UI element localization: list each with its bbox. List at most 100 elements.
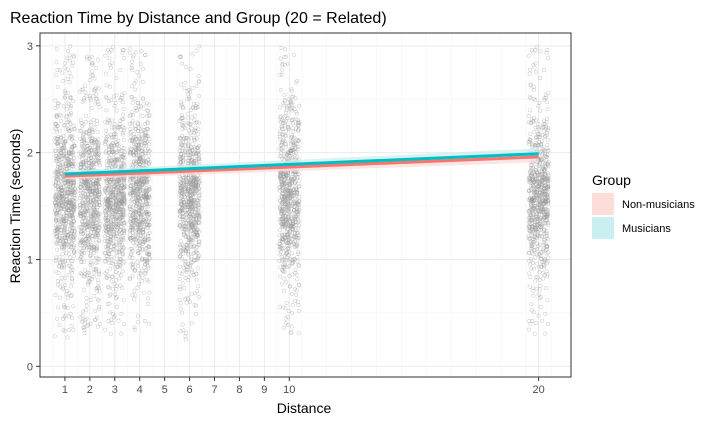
data-point	[84, 195, 89, 200]
data-point	[93, 230, 98, 235]
data-point	[104, 159, 109, 164]
data-point	[293, 208, 298, 213]
data-point	[59, 215, 64, 220]
data-point	[180, 202, 185, 207]
data-point	[69, 181, 74, 186]
data-point	[66, 150, 71, 155]
data-point	[69, 74, 74, 79]
data-point	[182, 227, 187, 232]
data-point	[108, 310, 113, 315]
data-point	[184, 181, 189, 186]
data-point	[78, 205, 83, 210]
data-point	[116, 223, 121, 228]
data-point	[106, 231, 111, 236]
data-point	[139, 152, 144, 157]
data-point	[104, 83, 109, 88]
data-point	[81, 194, 86, 199]
data-point	[194, 234, 199, 239]
data-point	[58, 193, 63, 198]
data-point	[87, 232, 92, 237]
data-point	[61, 245, 66, 250]
data-point	[109, 257, 114, 262]
data-point	[147, 142, 152, 147]
data-point	[118, 240, 123, 245]
data-point	[147, 245, 152, 250]
data-point	[283, 251, 288, 256]
data-point	[69, 234, 74, 239]
data-point	[114, 150, 119, 155]
data-point	[293, 267, 298, 272]
data-point	[115, 218, 120, 223]
data-point	[85, 239, 90, 244]
data-point	[69, 191, 74, 196]
data-point	[110, 286, 115, 291]
data-point	[182, 186, 187, 191]
data-point	[82, 327, 87, 332]
data-point	[114, 182, 119, 187]
data-point	[61, 141, 66, 146]
data-point	[195, 198, 200, 203]
data-point	[115, 254, 120, 259]
data-point	[55, 124, 60, 129]
data-point	[91, 88, 96, 93]
data-point	[86, 154, 91, 159]
data-point	[144, 127, 149, 132]
data-point	[134, 237, 139, 242]
data-point	[54, 114, 59, 119]
data-point	[84, 215, 89, 220]
data-point	[132, 186, 137, 191]
data-point	[60, 221, 65, 226]
data-point	[54, 204, 59, 209]
data-point	[196, 202, 201, 207]
data-point	[179, 202, 184, 207]
data-point	[94, 96, 99, 101]
data-point	[128, 146, 133, 151]
data-point	[297, 219, 302, 224]
data-point	[141, 226, 146, 231]
data-point	[91, 161, 96, 166]
data-point	[189, 223, 194, 228]
data-point	[130, 228, 135, 233]
data-point	[92, 148, 97, 153]
data-point	[140, 152, 145, 157]
data-point	[119, 127, 124, 132]
data-point	[144, 193, 149, 198]
data-point	[79, 208, 84, 213]
data-point	[66, 67, 71, 72]
data-point	[116, 198, 121, 203]
data-point	[121, 201, 126, 206]
data-point	[145, 188, 150, 193]
data-point	[104, 132, 109, 137]
data-point	[188, 108, 193, 113]
data-point	[192, 128, 197, 133]
data-point	[82, 186, 87, 191]
data-point	[97, 271, 102, 276]
data-point	[146, 223, 151, 228]
data-point	[133, 106, 138, 111]
data-point	[84, 179, 89, 184]
data-point	[88, 127, 93, 132]
data-point	[85, 233, 90, 238]
data-point	[104, 128, 109, 133]
data-point	[117, 122, 122, 127]
data-point	[54, 46, 59, 51]
data-point	[67, 252, 72, 257]
data-point	[65, 213, 70, 218]
data-point	[138, 203, 143, 208]
data-point	[78, 89, 83, 94]
data-point	[140, 148, 145, 153]
data-point	[83, 180, 88, 185]
data-point	[86, 195, 91, 200]
data-point	[195, 251, 200, 256]
data-point	[118, 199, 123, 204]
data-point	[88, 190, 93, 195]
data-point	[66, 208, 71, 213]
data-point	[107, 121, 112, 126]
data-point	[189, 136, 194, 141]
data-point	[145, 126, 150, 131]
data-point	[89, 230, 94, 235]
data-point	[83, 189, 88, 194]
data-point	[182, 285, 187, 290]
data-point	[183, 148, 188, 153]
data-point	[106, 243, 111, 248]
